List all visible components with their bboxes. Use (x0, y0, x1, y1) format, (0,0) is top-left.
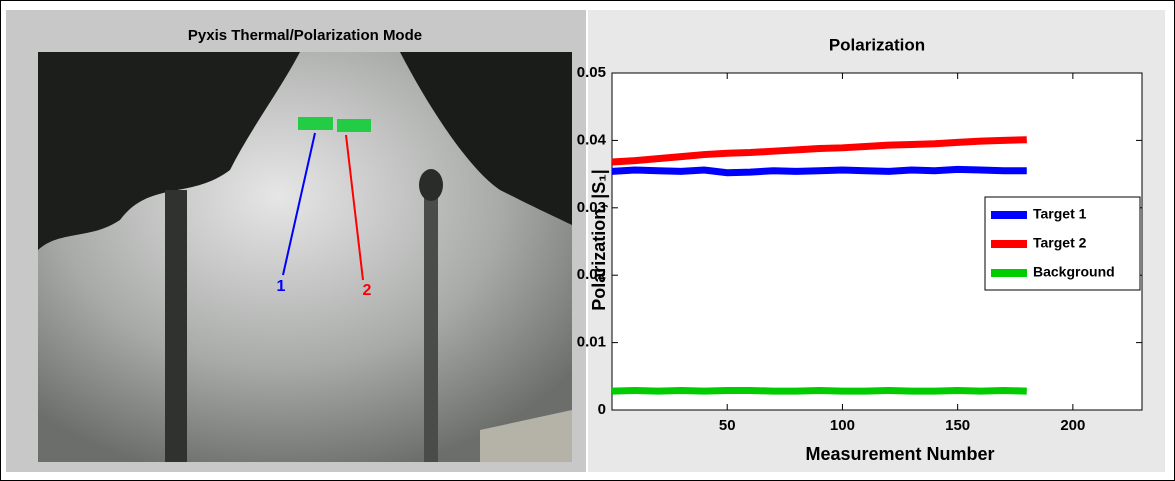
y-tick-label: 0 (598, 401, 606, 418)
figure: Pyxis Thermal/Polarization Mode 1 2 Pola… (0, 0, 1175, 481)
x-tick-label: 200 (1060, 417, 1085, 434)
x-axis-label: Measurement Number (805, 444, 994, 464)
y-tick-label: 0.02 (577, 266, 606, 283)
y-tick-label: 0.03 (577, 199, 606, 216)
legend-label: Target 1 (1033, 206, 1087, 222)
y-tick-label: 0.01 (577, 334, 606, 351)
target-label: 1 (277, 278, 286, 295)
thermal-image (38, 52, 572, 462)
y-tick-label: 0.04 (577, 131, 607, 148)
legend-label: Target 2 (1033, 235, 1087, 251)
series-line (612, 390, 1027, 391)
series-line (612, 169, 1027, 172)
y-axis-label: Polarization, |S₁| (589, 169, 609, 311)
image-title: Pyxis Thermal/Polarization Mode (188, 27, 422, 44)
target-label: 2 (363, 282, 372, 299)
chart-title: Polarization (829, 35, 925, 54)
legend-label: Background (1033, 264, 1115, 280)
x-tick-label: 50 (719, 417, 736, 434)
y-tick-label: 0.05 (577, 64, 606, 81)
x-tick-label: 100 (830, 417, 855, 434)
x-tick-label: 150 (945, 417, 970, 434)
